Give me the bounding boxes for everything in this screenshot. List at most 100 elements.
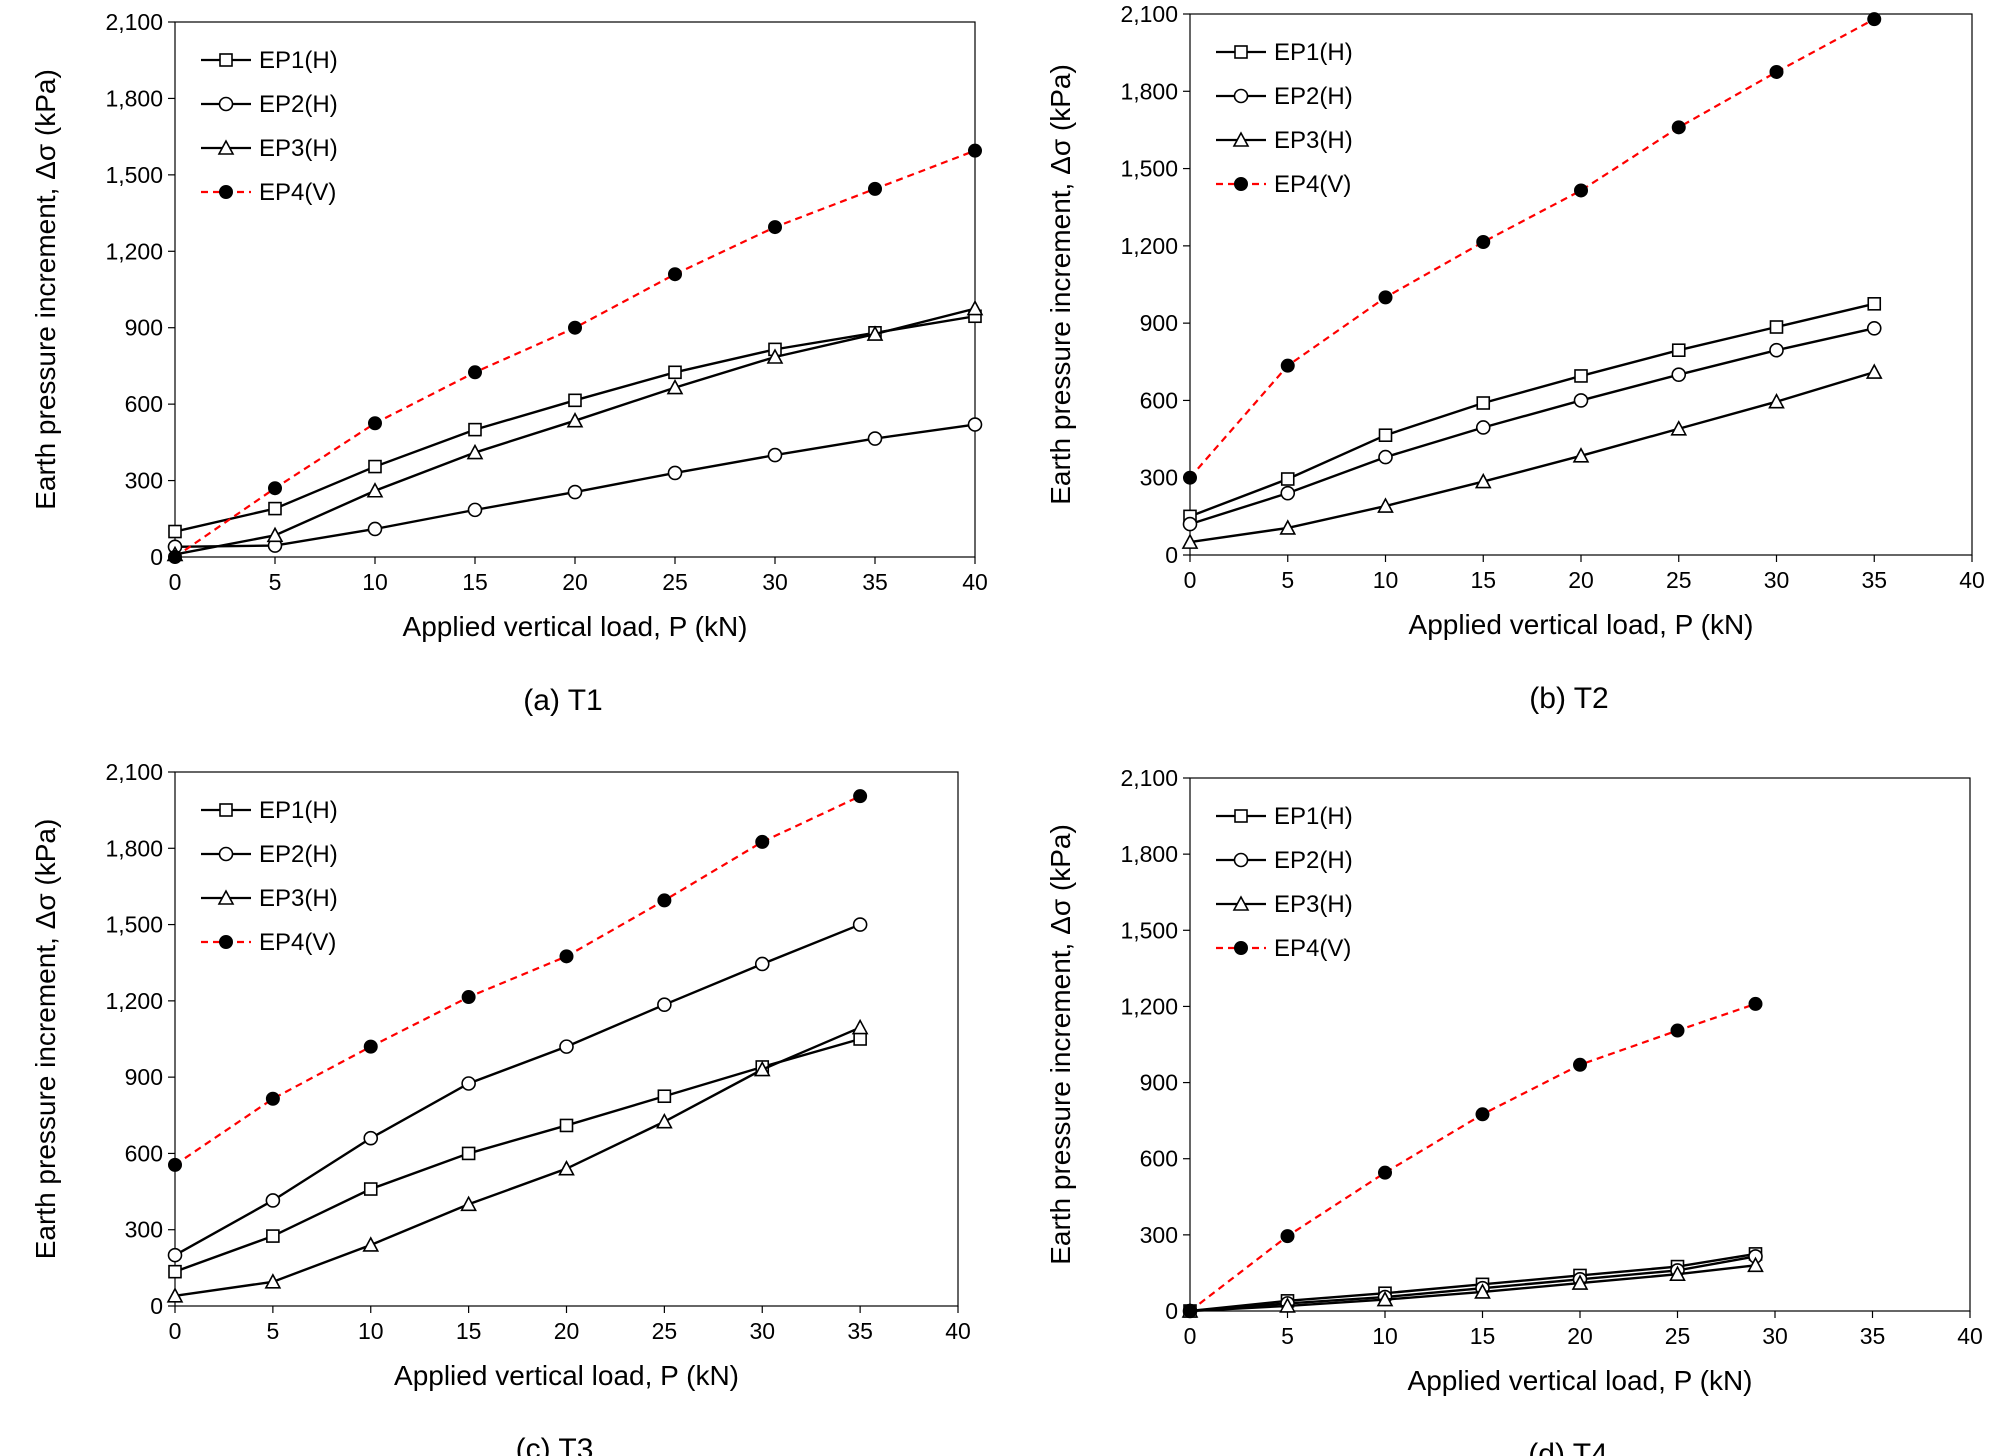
data-point [1865, 363, 1883, 379]
legend-marker [219, 803, 233, 817]
series-line [174, 1026, 861, 1298]
series-line [1189, 18, 1875, 479]
series-ep4-v- [1183, 996, 1763, 1318]
y-tick-label: 1,800 [105, 835, 163, 861]
series-line [174, 1037, 861, 1273]
y-tick-label: 0 [1165, 1298, 1178, 1324]
x-tick-label: 40 [1959, 567, 1985, 593]
series-line [1189, 1002, 1756, 1312]
legend-marker [1234, 941, 1248, 955]
data-point [666, 378, 684, 395]
panel-caption: (a) T1 [523, 684, 602, 717]
x-axis-title: Applied vertical load, P (kN) [394, 1360, 739, 1391]
data-point [1280, 358, 1295, 373]
legend-marker [219, 185, 233, 199]
x-tick-label: 15 [462, 569, 488, 595]
data-point [1280, 485, 1296, 501]
x-tick-label: 30 [1764, 567, 1790, 593]
y-tick-label: 1,800 [1120, 841, 1178, 867]
x-tick-label: 35 [1860, 1323, 1886, 1349]
data-point [568, 320, 582, 335]
x-axis-title: Applied vertical load, P (kN) [1409, 609, 1754, 640]
y-tick-label: 900 [1140, 1070, 1178, 1096]
x-tick-label: 20 [562, 569, 588, 595]
data-point [1867, 297, 1882, 311]
y-tick-label: 0 [150, 1293, 163, 1319]
x-tick-label: 20 [554, 1318, 580, 1344]
legend-label: EP4(V) [259, 929, 336, 956]
y-tick-label: 900 [125, 315, 163, 341]
data-point [367, 521, 383, 537]
data-point [1475, 420, 1491, 435]
legend-label: EP3(H) [1274, 127, 1353, 154]
data-point [1280, 1229, 1295, 1244]
data-point [767, 447, 783, 463]
data-point [1279, 1297, 1296, 1313]
x-tick-label: 5 [1281, 567, 1294, 593]
data-point [168, 524, 182, 539]
data-point [657, 1089, 672, 1104]
data-point [1670, 1023, 1685, 1038]
data-point [167, 1247, 183, 1263]
chart-panel-2: 0 5 10 15 20 25 30 35 40 0 300 600 900 1,200 1,500 1,80… [1045, 1, 1985, 715]
y-tick-label: 1,200 [1120, 993, 1178, 1019]
data-point [1866, 320, 1882, 336]
data-point [558, 1159, 575, 1176]
data-point [753, 1060, 771, 1077]
x-tick-label: 30 [1762, 1323, 1788, 1349]
y-axis-title: Earth pressure increment, Δσ (kPa) [30, 819, 61, 1260]
x-tick-label: 25 [1665, 1323, 1691, 1349]
data-point [559, 1118, 574, 1133]
data-point [468, 422, 482, 437]
legend-marker [219, 935, 233, 949]
series-ep3-h- [166, 299, 984, 562]
y-tick-label: 600 [1140, 387, 1178, 413]
data-point [1376, 1290, 1394, 1307]
data-point [568, 393, 582, 408]
panel-caption: (b) T2 [1529, 682, 1608, 715]
data-point [1476, 396, 1491, 410]
data-point [755, 834, 770, 849]
data-point [1574, 369, 1588, 383]
y-tick-label: 0 [1165, 542, 1178, 568]
data-point [363, 1039, 378, 1054]
data-point [264, 1273, 282, 1289]
data-point [868, 181, 882, 196]
y-tick-label: 300 [125, 1217, 163, 1243]
data-point [657, 893, 672, 908]
data-point [967, 417, 983, 432]
legend-marker [218, 96, 234, 112]
x-axis-title: Applied vertical load, P (kN) [1408, 1365, 1753, 1396]
data-point [1748, 996, 1763, 1011]
legend-label: EP4(V) [259, 179, 336, 206]
data-point [266, 526, 284, 543]
legend-label: EP4(V) [1274, 171, 1351, 198]
data-point [1573, 1057, 1587, 1072]
series-ep3-h- [1181, 363, 1883, 549]
y-tick-label: 600 [1140, 1146, 1178, 1172]
series-line [174, 307, 976, 556]
legend: EP1(H) EP2(H) EP3(H) EP4(V) [201, 47, 338, 206]
x-tick-label: 0 [169, 1318, 182, 1344]
data-point [368, 459, 382, 474]
panel-caption: (d) T4 [1528, 1438, 1607, 1456]
x-tick-label: 35 [862, 569, 888, 595]
data-point [853, 789, 868, 804]
x-tick-label: 10 [362, 569, 388, 595]
data-point [265, 1091, 280, 1106]
data-point [363, 1182, 378, 1196]
legend-label: EP4(V) [1274, 935, 1351, 962]
data-point [1573, 393, 1589, 408]
y-tick-label: 2,100 [105, 9, 163, 35]
data-point [266, 1229, 280, 1243]
x-tick-label: 0 [1184, 567, 1197, 593]
series-line [174, 923, 861, 1257]
y-tick-label: 1,200 [105, 988, 163, 1014]
legend-marker [218, 846, 234, 862]
y-tick-label: 1,200 [105, 238, 163, 264]
data-point [461, 990, 476, 1005]
legend-marker [219, 53, 233, 67]
data-point [851, 1018, 869, 1035]
data-point [766, 348, 784, 364]
